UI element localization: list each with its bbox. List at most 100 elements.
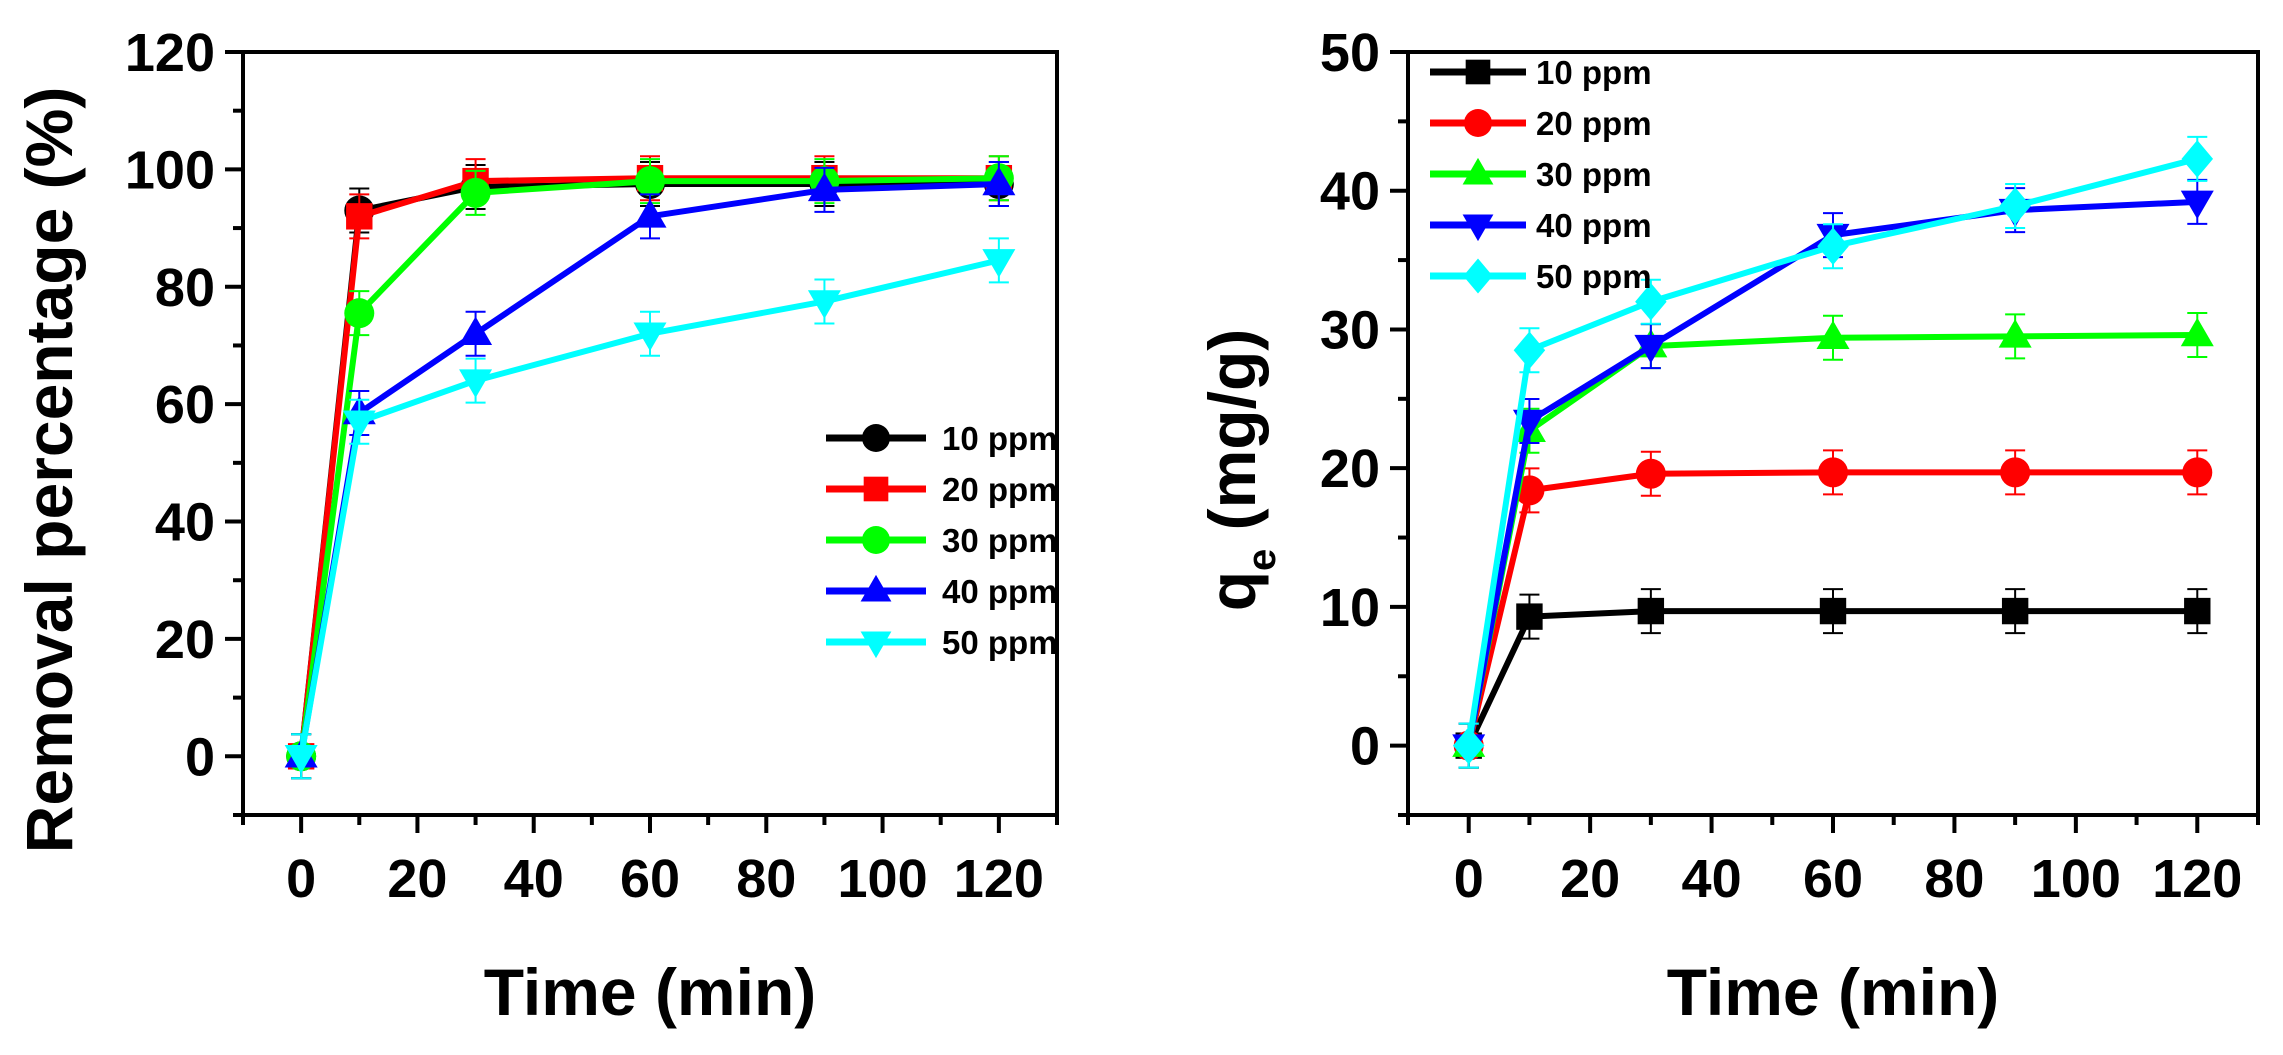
y-tick-label: 120 <box>125 23 215 83</box>
series-line <box>298 257 1000 757</box>
series-50-ppm <box>284 237 1016 780</box>
data-point <box>807 290 841 319</box>
data-point <box>1998 319 2032 348</box>
x-tick-label: 100 <box>838 849 928 909</box>
series-line <box>1465 608 2198 747</box>
data-point <box>1637 597 1665 625</box>
y-tick-label: 20 <box>1320 439 1380 499</box>
series-line <box>1465 469 2198 747</box>
data-point <box>1634 334 1668 364</box>
series-line <box>298 175 999 757</box>
legend-marker <box>862 526 890 554</box>
y-tick-label: 0 <box>1350 717 1380 777</box>
legend: 10 ppm 20 ppm 30 ppm 40 ppm 50 ppm <box>1430 54 1652 295</box>
data-point <box>633 322 667 351</box>
data-point <box>1818 457 1848 488</box>
series-line <box>1465 332 2198 747</box>
x-tick-label: 0 <box>286 849 316 909</box>
series-line <box>1465 155 2199 747</box>
legend: 10 ppm 20 ppm 30 ppm 40 ppm 50 ppm <box>826 420 1058 661</box>
data-point <box>1999 187 2031 225</box>
legend-marker <box>863 476 889 502</box>
y-axis-title: qe (mg/g) <box>1195 329 1284 612</box>
series-line <box>298 181 999 757</box>
x-tick-label: 80 <box>736 849 796 909</box>
y-tick-label: 60 <box>155 375 215 435</box>
chart-panel-1: 0 20 40 60 80 100 120 0 20 40 60 80 100 120 Time (min)… <box>12 23 1059 1029</box>
data-point <box>2180 190 2214 220</box>
legend-label: 30 ppm <box>942 522 1058 559</box>
x-tick-label: 40 <box>1682 849 1742 909</box>
y-tick-label: 80 <box>155 258 215 318</box>
data-point <box>1635 458 1666 489</box>
x-tick-label: 20 <box>1560 849 1620 909</box>
legend-label: 40 ppm <box>1536 207 1652 244</box>
y-tick-label: 40 <box>1320 162 1380 222</box>
x-tick-label: 60 <box>1803 849 1863 909</box>
y-axis-title-main: q <box>1195 571 1269 611</box>
data-point <box>460 177 491 208</box>
series-30-ppm <box>1452 312 2214 769</box>
series-10-ppm <box>1455 588 2211 769</box>
x-tick-label: 40 <box>504 849 564 909</box>
data-point <box>1635 282 1667 321</box>
data-point <box>2184 597 2211 625</box>
data-point <box>982 166 1016 196</box>
x-tick-label: 20 <box>387 849 447 909</box>
legend-label: 20 ppm <box>942 471 1058 508</box>
legend-label: 50 ppm <box>942 624 1058 661</box>
legend-marker <box>860 631 892 659</box>
series-line <box>1465 198 2198 747</box>
series-50-ppm <box>1452 135 2214 769</box>
x-tick-label: 60 <box>620 849 680 909</box>
x-tick-label: 0 <box>1454 849 1484 909</box>
series-line <box>298 181 999 757</box>
data-point <box>1816 320 1850 350</box>
data-point <box>1817 227 1849 265</box>
data-point <box>2000 457 2031 488</box>
data-point <box>284 745 318 774</box>
legend-marker <box>1463 258 1493 294</box>
y-axis-title: Removal percentage (%) <box>12 87 86 854</box>
y-axis-title-units: (mg/g) <box>1195 329 1269 549</box>
data-point <box>2180 317 2214 347</box>
data-point <box>344 298 375 329</box>
y-tick-label: 100 <box>125 140 215 200</box>
data-point <box>459 316 493 345</box>
data-point <box>1452 726 1485 765</box>
data-point <box>346 203 373 230</box>
legend-label: 10 ppm <box>942 420 1058 457</box>
legend-marker <box>1464 109 1492 137</box>
y-tick-label: 10 <box>1320 578 1380 638</box>
data-point <box>2182 457 2213 488</box>
x-tick-label: 120 <box>954 849 1044 909</box>
series-10-ppm <box>286 161 1014 780</box>
x-tick-label: 120 <box>2152 849 2242 909</box>
series-30-ppm <box>286 155 1014 780</box>
legend-marker <box>1462 157 1494 185</box>
legend-label: 10 ppm <box>1536 54 1652 91</box>
data-point <box>459 369 493 398</box>
x-axis-title: Time (min) <box>1667 955 1999 1029</box>
data-point <box>1513 331 1546 370</box>
legend-label: 20 ppm <box>1536 105 1652 142</box>
series-40-ppm <box>284 161 1016 780</box>
data-point <box>633 199 667 228</box>
series-20-ppm <box>287 155 1013 780</box>
legend-marker <box>860 574 892 602</box>
y-tick-label: 50 <box>1320 23 1380 83</box>
legend-label: 40 ppm <box>942 573 1058 610</box>
data-point <box>982 249 1016 278</box>
x-tick-label: 100 <box>2031 849 2121 909</box>
data-point <box>635 166 665 197</box>
y-tick-label: 20 <box>155 610 215 670</box>
data-point <box>2001 597 2029 625</box>
legend-marker <box>1465 59 1491 85</box>
y-axis-title-subscript: e <box>1240 549 1284 571</box>
y-tick-label: 40 <box>155 493 215 553</box>
legend-marker <box>1462 214 1494 242</box>
legend-marker <box>862 424 890 452</box>
data-point <box>342 410 376 440</box>
